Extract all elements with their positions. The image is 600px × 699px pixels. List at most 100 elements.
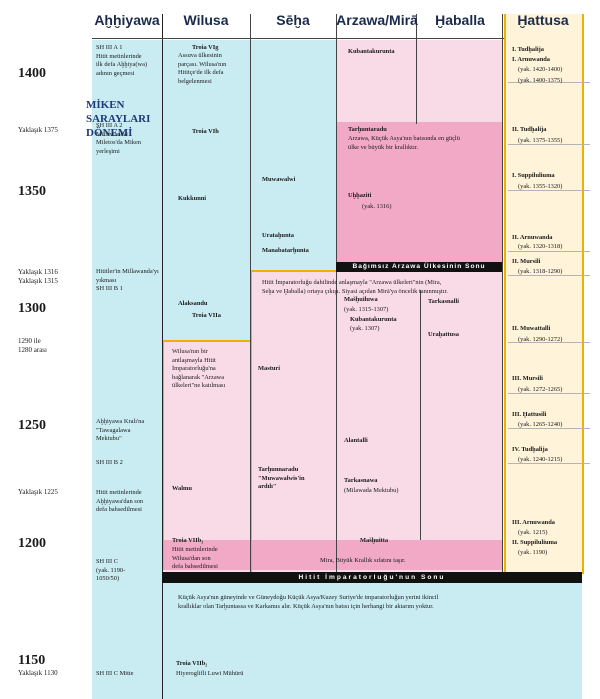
wilusa-outline	[162, 340, 250, 570]
wilusa-entry: Alaksandu	[178, 300, 208, 307]
divider-4	[416, 14, 417, 124]
year-label: 1400	[18, 66, 46, 81]
arzawa-entry: Tarḫuntaradu	[348, 126, 387, 133]
divider-4b	[420, 290, 421, 540]
tick-line	[508, 393, 590, 394]
wilusa-entry: Hitit metinlerinde Wilusa'dan son defa b…	[172, 546, 218, 571]
seha-entry: Urataḫunta	[262, 232, 294, 239]
year-label: 1290 ile 1280 arası	[18, 337, 47, 354]
divider-2	[250, 14, 251, 574]
hattusa-entry: II. Mursili	[512, 258, 541, 265]
hattusa-entry: (yak. 1420-1400)	[518, 66, 563, 73]
year-label: 1250	[18, 418, 46, 433]
hattusa-entry: III. Ḫattusili	[512, 411, 547, 418]
arzawa-entry: (yak. 1315-1307)	[344, 306, 389, 313]
arzawa-entry: Kubantakurunta	[350, 316, 397, 323]
hattusa-entry: II. Arnuwanda	[512, 234, 553, 241]
hittite-empire-end-bar: Hitit İmparatorluğu'nun Sonu	[162, 572, 582, 583]
wilusa-entry: Wilusa'nın bir antlaşmayla Hitit İmparat…	[172, 348, 226, 390]
year-label: 1150	[18, 653, 46, 668]
hattusa-entry: III. Arnuwanda	[512, 519, 555, 526]
year-label: Yaklaşık 1375	[18, 126, 58, 134]
wilusa-entry: Walmu	[172, 485, 192, 492]
wilusa-entry: Troia VIIa	[192, 312, 221, 319]
hattusa-entry: (yak. 1318-1290)	[518, 268, 563, 275]
header-rule	[92, 38, 504, 39]
header-wilusa: Wilusa	[183, 12, 229, 28]
hattusa-entry: II. Tudḫalija	[512, 126, 547, 133]
hattusa-entry: (yak. 1215)	[518, 529, 548, 536]
year-label: 1350	[18, 184, 46, 199]
wilusa-entry: Troia VIh	[192, 128, 219, 135]
tick-line	[508, 190, 590, 191]
hattusa-entry: (yak. 1240-1215)	[518, 456, 563, 463]
seha-entry: Tarḫunnaradu "Muwawalwis'in ardılı"	[258, 466, 305, 491]
bottom-note: Küçük Asya'nın güneyinde ve Güneydoğu Kü…	[178, 594, 439, 610]
arzawa-magenta-block	[336, 122, 502, 262]
hattusa-entry: (yak. 1400-1375)	[518, 77, 563, 84]
wilusa-entry: Hiyeroglifli Luwi Mühürü	[176, 670, 244, 677]
hattusa-entry: (yak. 1290-1272)	[518, 336, 563, 343]
header-hattusa: Ḫattusa	[517, 12, 569, 28]
header-arzawa-mira: Arzawa/Mirā	[336, 12, 418, 28]
hattusa-entry: III. Mursili	[512, 375, 543, 382]
hattusa-entry: IV. Tudḫalija	[512, 446, 548, 453]
seha-entry: Muwawalwi	[262, 176, 296, 183]
arzawa-entry: Uḫḫaziti	[348, 192, 372, 199]
arzawa-entry: (Milawada Mektubu)	[344, 487, 399, 494]
arzawa-end-bar: Bağımsız Arzawa Ülkesinin Sonu	[336, 262, 502, 272]
hattusa-entry: I. Tudḫalija	[512, 46, 544, 53]
divider-5	[502, 14, 503, 574]
mira-kingdom-note: Mira, Büyük Krallık sıfatını taşır.	[320, 557, 406, 564]
ahhiyawa-entry: Hititler'in Millawanda'yı yıkması SH III…	[96, 268, 159, 293]
arzawa-entry: Mašḫuitta	[360, 537, 389, 544]
states-pink-area	[250, 270, 502, 572]
divider-3	[336, 14, 337, 574]
year-label: Yaklaşık 1225	[18, 488, 58, 496]
tick-line	[508, 275, 590, 276]
ahhiyawa-entry: Hitit metinlerinde Aḫḫiyawa'dan son defa…	[96, 489, 144, 514]
tick-line	[508, 82, 590, 83]
tick-line	[508, 144, 590, 145]
ahhiyawa-entry: SH III B 2	[96, 459, 123, 466]
wilusa-entry: Troia VIg	[192, 44, 219, 51]
haballa-entry: Uraḫattusa	[428, 331, 459, 338]
arzawa-entry: Arzawa, Küçük Asya'nın batısında en güçl…	[348, 135, 460, 151]
hattusa-entry: (yak. 1190)	[518, 549, 548, 556]
ahhiyawa-entry: SH III C Mitte	[96, 670, 134, 677]
header-ahhiyawa: Aḫḫiyawa	[94, 12, 160, 28]
year-label: 1200	[18, 536, 46, 551]
ahhiyawa-entry: Aḫḫiyawa Kralı'na "Tawagalawa Mektubu"	[96, 418, 145, 443]
tick-line	[508, 428, 590, 429]
hattusa-entry: I. Arnuwanda	[512, 56, 551, 63]
wilusa-entry: Troia VIIb₂	[176, 660, 208, 667]
tick-line	[508, 342, 590, 343]
wilusa-entry: Assuva ülkesinin parçası. Wilusa'nın Hit…	[178, 52, 227, 85]
hattusa-entry: (yak. 1355-1320)	[518, 183, 563, 190]
haballa-entry: Tarkasnalli	[428, 298, 460, 305]
hattusa-entry: II. Suppiluliuma	[512, 539, 558, 546]
hattusa-entry: (yak. 1375-1355)	[518, 137, 563, 144]
wilusa-entry: Troia VIIb₁	[172, 537, 204, 544]
mira-magenta-strip	[162, 540, 502, 570]
arzawa-entry: Kubantakurunta	[348, 48, 395, 55]
seha-entry: Masturi	[258, 365, 281, 372]
arzawa-entry: Mašḫuiluwa	[344, 296, 378, 303]
year-label: Yaklaşık 1316 Yaklaşık 1315	[18, 268, 58, 285]
wilusa-pink-area	[162, 340, 250, 572]
arzawa-entry: (yak. 1307)	[350, 325, 380, 332]
ahhiyawa-entry: SH III A 1 Hitit metinlerinde ilk defa A…	[96, 44, 148, 77]
hattusa-entry: (yak. 1265-1240)	[518, 421, 563, 428]
tick-line	[508, 251, 590, 252]
wilusa-bg	[162, 40, 250, 340]
hattusa-entry: II. Muwattalli	[512, 325, 551, 332]
ahhiyawa-bg	[92, 40, 162, 699]
arzawa-top-pink	[336, 40, 502, 122]
arzawa-entry: Tarkasnawa	[344, 477, 378, 484]
hattusa-entry: (yak. 1272-1265)	[518, 386, 563, 393]
wilusa-entry: Kukkunni	[178, 195, 207, 202]
hattusa-entry: I. Suppiluliuma	[512, 172, 555, 179]
arzawa-states-note: Hitit İmparatorluğu dahilinde anlaşmayla…	[262, 279, 448, 295]
seha-entry: Manabatarḫunta	[262, 247, 309, 254]
header-haballa: Ḫaballa	[435, 12, 485, 28]
